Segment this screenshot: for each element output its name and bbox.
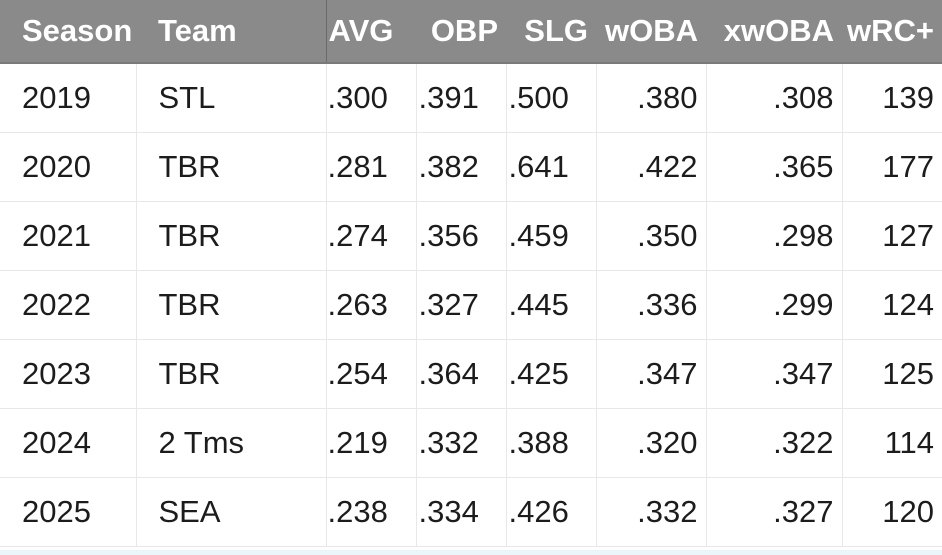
table-row: 2020 TBR .281.382.641.422.365 177: [0, 132, 942, 202]
cell-avg: .219: [326, 408, 417, 478]
cell-wrc-plus: 124: [842, 270, 942, 340]
cell-team: TBR: [136, 132, 327, 202]
cell-xwoba: .365: [706, 132, 843, 202]
cell-woba: .422: [596, 132, 707, 202]
cell-avg: .263: [326, 270, 417, 340]
cell-slg: .641: [506, 132, 597, 202]
cell-obp: .334: [416, 477, 507, 547]
table-row: 2024 2 Tms .219.332.388.320.322 114: [0, 408, 942, 478]
cell-woba: .332: [596, 477, 707, 547]
cell-xwoba: .299: [706, 270, 843, 340]
cell-slg: .500: [506, 63, 597, 133]
cell-slg: .388: [506, 408, 597, 478]
cell-slg: .425: [506, 339, 597, 409]
header-season[interactable]: Season: [0, 0, 136, 64]
table-row: 2021 TBR .274.356.459.350.298 127: [0, 201, 942, 271]
cell-slg: .426: [506, 477, 597, 547]
cell-xwoba: .298: [706, 201, 843, 271]
cell-woba: .380: [596, 63, 707, 133]
cell-wrc-plus: 139: [842, 63, 942, 133]
cell-woba: .336: [596, 270, 707, 340]
cell-xwoba: .322: [706, 408, 843, 478]
cell-avg: .254: [326, 339, 417, 409]
cell-season: 2025: [0, 477, 137, 547]
cell-avg: .281: [326, 132, 417, 202]
cell-xwoba: .308: [706, 63, 843, 133]
header-slg[interactable]: SLG: [506, 0, 596, 64]
header-avg[interactable]: AVG: [325, 0, 416, 64]
cell-obp: .327: [416, 270, 507, 340]
table-row: 2023 TBR .254.364.425.347.347 125: [0, 339, 942, 409]
cell-season: 2022: [0, 270, 137, 340]
header-woba[interactable]: wOBA: [596, 0, 706, 64]
table-row: 2019 STL .300.391.500.380.308 139: [0, 63, 942, 133]
cell-team: TBR: [136, 270, 327, 340]
cell-woba: .350: [596, 201, 707, 271]
cell-season: 2019: [0, 63, 137, 133]
cell-obp: .391: [416, 63, 507, 133]
next-row-edge: [0, 550, 942, 555]
cell-season: 2021: [0, 201, 137, 271]
cell-xwoba: .347: [706, 339, 843, 409]
cell-team: 2 Tms: [136, 408, 327, 478]
cell-team: STL: [136, 63, 327, 133]
cell-obp: .356: [416, 201, 507, 271]
table-row: 2022 TBR .263.327.445.336.299 124: [0, 270, 942, 340]
cell-woba: .320: [596, 408, 707, 478]
cell-slg: .459: [506, 201, 597, 271]
cell-season: 2024: [0, 408, 137, 478]
cell-team: SEA: [136, 477, 327, 547]
cell-avg: .238: [326, 477, 417, 547]
cell-slg: .445: [506, 270, 597, 340]
cell-team: TBR: [136, 339, 327, 409]
header-row: Season Team AVG OBP SLG wOBA xwOBA wRC+: [0, 0, 942, 64]
cell-season: 2020: [0, 132, 137, 202]
header-wrc-plus[interactable]: wRC+: [842, 0, 942, 64]
cell-obp: .382: [416, 132, 507, 202]
cell-wrc-plus: 114: [842, 408, 942, 478]
header-xwoba[interactable]: xwOBA: [706, 0, 842, 64]
cell-wrc-plus: 125: [842, 339, 942, 409]
cell-season: 2023: [0, 339, 137, 409]
header-team[interactable]: Team: [136, 0, 326, 64]
cell-wrc-plus: 127: [842, 201, 942, 271]
header-obp[interactable]: OBP: [416, 0, 506, 64]
cell-team: TBR: [136, 201, 327, 271]
table-row: 2025 SEA .238.334.426.332.327 120: [0, 477, 942, 547]
cell-avg: .300: [326, 63, 417, 133]
cell-wrc-plus: 177: [842, 132, 942, 202]
cell-obp: .364: [416, 339, 507, 409]
cell-obp: .332: [416, 408, 507, 478]
cell-woba: .347: [596, 339, 707, 409]
cell-avg: .274: [326, 201, 417, 271]
cell-xwoba: .327: [706, 477, 843, 547]
cell-wrc-plus: 120: [842, 477, 942, 547]
